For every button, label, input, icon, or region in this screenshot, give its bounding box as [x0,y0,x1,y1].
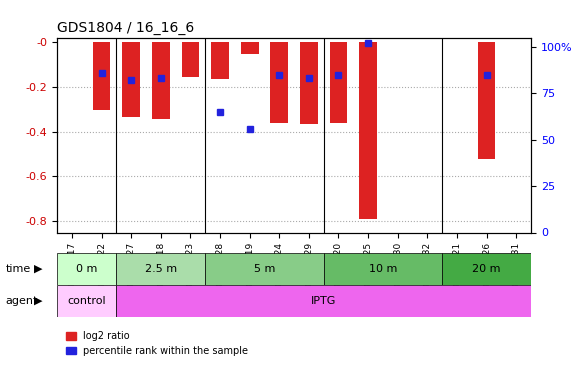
FancyBboxPatch shape [442,253,531,285]
Bar [359,42,377,219]
FancyBboxPatch shape [116,285,531,317]
Bar [152,42,170,119]
Bar [211,42,229,79]
Text: GDS1804 / 16_16_6: GDS1804 / 16_16_6 [57,21,194,35]
Text: IPTG: IPTG [311,296,336,306]
Bar [271,42,288,123]
Text: 5 m: 5 m [254,264,275,274]
FancyBboxPatch shape [57,253,116,285]
Bar [329,42,347,123]
FancyBboxPatch shape [116,253,205,285]
Legend: log2 ratio, percentile rank within the sample: log2 ratio, percentile rank within the s… [62,327,252,360]
FancyBboxPatch shape [57,285,116,317]
Bar [182,42,199,77]
FancyBboxPatch shape [324,253,442,285]
Bar [300,42,317,124]
Text: ▶: ▶ [34,296,43,306]
Bar [93,42,110,110]
Bar [241,42,259,54]
Text: 20 m: 20 m [472,264,501,274]
Bar [478,42,496,159]
Text: 2.5 m: 2.5 m [144,264,177,274]
Text: 10 m: 10 m [369,264,397,274]
FancyBboxPatch shape [205,253,324,285]
Text: time: time [6,264,31,274]
Text: ▶: ▶ [34,264,43,274]
Text: control: control [67,296,106,306]
Text: 0 m: 0 m [76,264,98,274]
Bar [122,42,140,117]
Text: agent: agent [6,296,38,306]
